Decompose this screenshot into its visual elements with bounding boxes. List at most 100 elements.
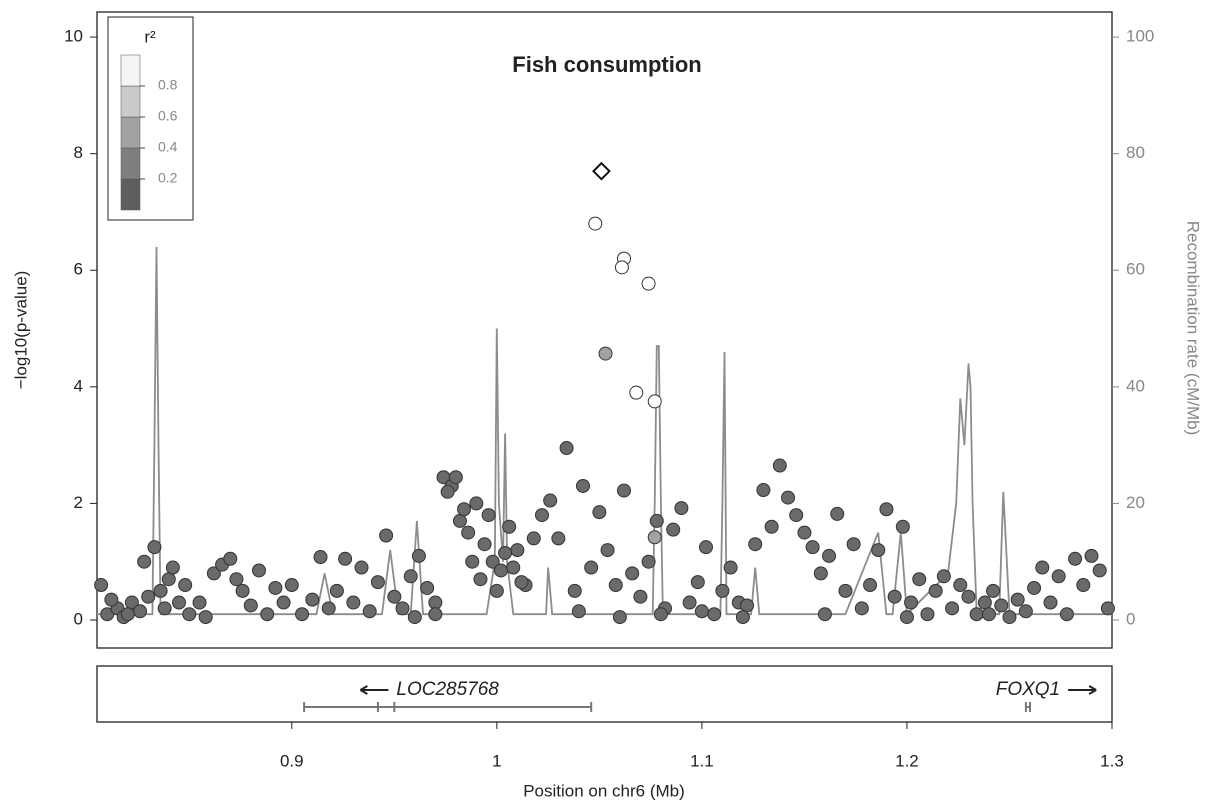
snp-point <box>559 441 574 456</box>
snp-point <box>411 548 426 563</box>
plot-frame <box>96 11 1113 649</box>
snp-point <box>485 554 500 569</box>
snp-point <box>653 607 668 622</box>
snp-point <box>161 572 176 587</box>
snp-point <box>920 607 935 622</box>
snp-point <box>498 545 513 560</box>
snp-point <box>592 505 607 520</box>
snp-point <box>1084 548 1099 563</box>
snp-point <box>1068 551 1083 566</box>
snp-point <box>94 578 109 593</box>
gene-label: LOC285768 <box>396 679 499 700</box>
snp-point <box>448 470 463 485</box>
snp-point <box>945 601 960 616</box>
snp-point <box>772 458 787 473</box>
snp-point <box>551 531 566 546</box>
lead-snp <box>592 161 611 181</box>
snp-point <box>756 483 771 498</box>
strand-arrow <box>359 685 389 695</box>
snp-point <box>147 540 162 555</box>
snp-point <box>723 560 738 575</box>
y2-tick-label: 100 <box>1126 27 1154 46</box>
snp-point <box>614 260 629 275</box>
snp-point <box>822 548 837 563</box>
snp-point <box>641 554 656 569</box>
snp-point <box>899 610 914 625</box>
snp-point <box>715 583 730 598</box>
snp-point <box>510 543 525 558</box>
snp-point <box>647 394 662 409</box>
snp-point <box>612 610 627 625</box>
snp-point <box>481 508 496 523</box>
snp-point <box>846 537 861 552</box>
snp-point <box>133 604 148 619</box>
y-tick-label: 10 <box>64 27 83 46</box>
snp-point <box>789 508 804 523</box>
legend-band <box>120 116 141 149</box>
snp-point <box>1059 607 1074 622</box>
snp-point <box>321 601 336 616</box>
snp-point <box>276 595 291 610</box>
y2-tick-label: 20 <box>1126 493 1145 512</box>
snp-point <box>543 493 558 508</box>
gene-label: FOXQ1 <box>996 679 1060 700</box>
snp-point <box>1092 563 1107 578</box>
y2-tick-label: 80 <box>1126 143 1145 162</box>
snp-point <box>838 583 853 598</box>
y2-tick-label: 60 <box>1126 260 1145 279</box>
snp-point <box>1043 595 1058 610</box>
snp-point <box>157 601 172 616</box>
snp-point <box>633 589 648 604</box>
snp-point <box>740 598 755 613</box>
snp-point <box>797 525 812 540</box>
legend-band <box>120 178 141 211</box>
snp-point <box>235 583 250 598</box>
snp-point <box>379 528 394 543</box>
snp-point <box>192 595 207 610</box>
snp-point <box>178 578 193 593</box>
snp-point <box>986 583 1001 598</box>
snp-point <box>1027 580 1042 595</box>
snp-point <box>305 592 320 607</box>
snp-point <box>781 490 796 505</box>
snp-point <box>649 513 664 528</box>
snp-point <box>608 578 623 593</box>
snp-point <box>387 589 402 604</box>
snp-point <box>817 607 832 622</box>
snp-point <box>969 607 984 622</box>
snp-point <box>198 610 213 625</box>
snp-point <box>534 508 549 523</box>
snp-point <box>489 583 504 598</box>
y-tick-label: 2 <box>74 493 83 512</box>
x-tick-label: 1 <box>492 751 501 770</box>
y-tick-label: 0 <box>74 610 83 629</box>
snp-point <box>452 513 467 528</box>
snp-point <box>137 554 152 569</box>
snp-point <box>268 580 283 595</box>
x-tick-label: 1.2 <box>895 751 919 770</box>
snp-point <box>104 592 119 607</box>
snp-point <box>403 569 418 584</box>
snp-point <box>863 578 878 593</box>
snp-point <box>1010 592 1025 607</box>
snp-point <box>616 483 631 498</box>
snp-point <box>153 583 168 598</box>
snp-point <box>313 550 328 565</box>
snp-point <box>871 543 886 558</box>
snp-point <box>243 598 258 613</box>
snp-point <box>629 385 644 400</box>
snp-point <box>953 578 968 593</box>
snp-point <box>120 607 135 622</box>
snp-point <box>407 610 422 625</box>
legend-title: r² <box>144 27 156 46</box>
snp-point <box>172 595 187 610</box>
snp-point <box>346 595 361 610</box>
snp-point <box>362 604 377 619</box>
y2-tick-label: 0 <box>1126 610 1135 629</box>
snp-point <box>329 583 344 598</box>
snp-point <box>748 537 763 552</box>
snp-point <box>428 595 443 610</box>
snp-point <box>981 607 996 622</box>
snp-point <box>666 522 681 537</box>
